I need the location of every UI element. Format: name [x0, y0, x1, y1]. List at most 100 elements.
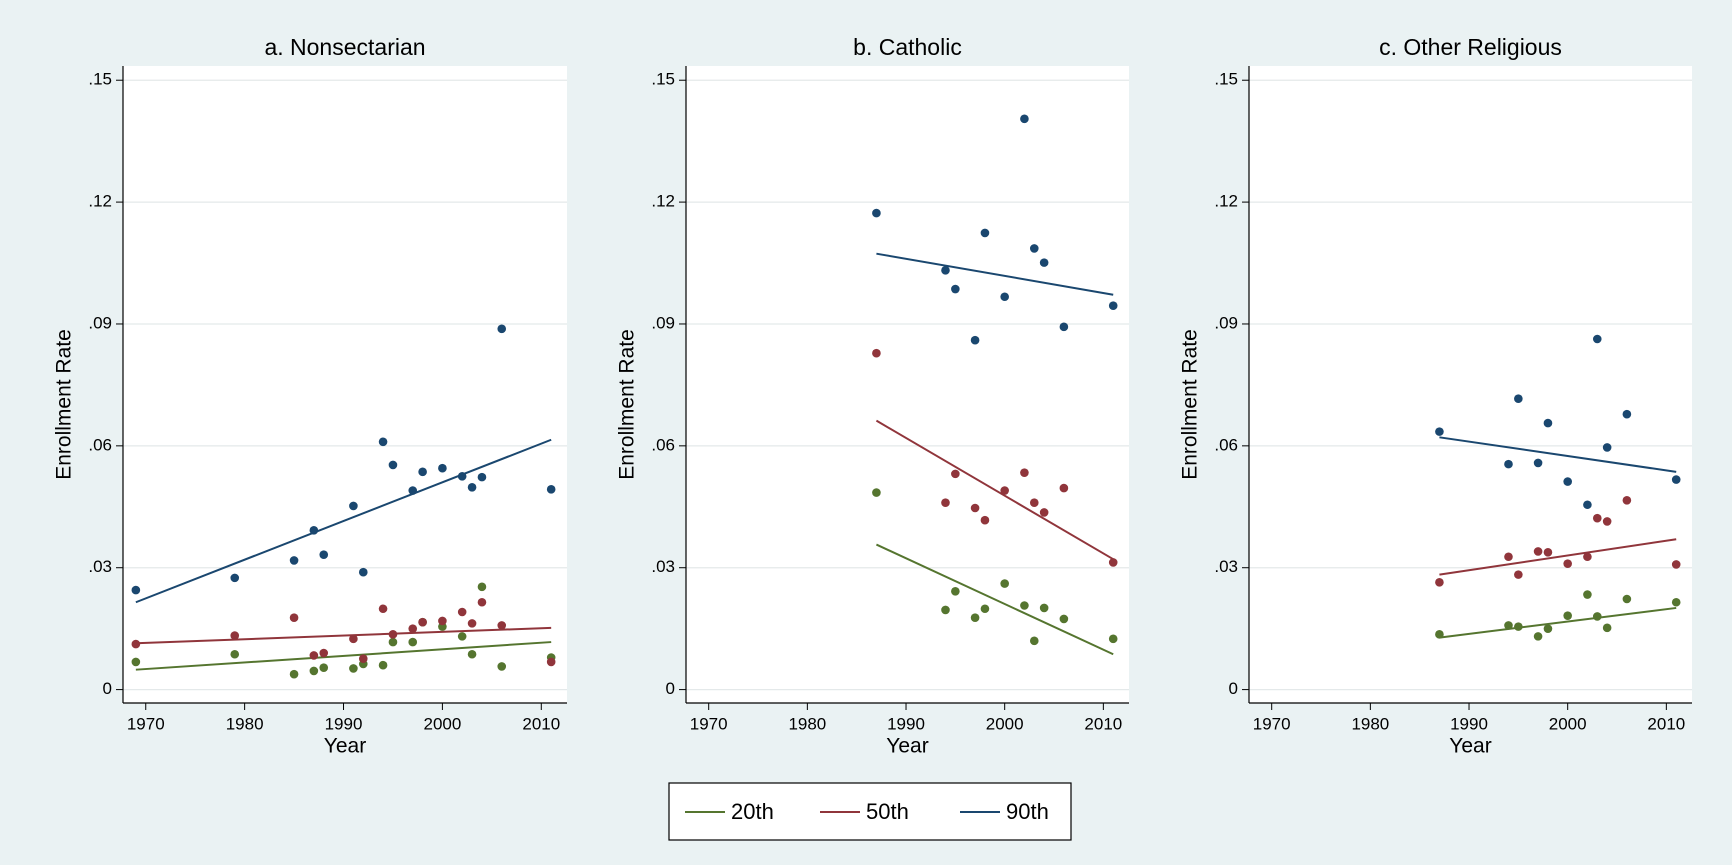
data-point — [1435, 578, 1444, 587]
y-tick-label: 0 — [1229, 679, 1238, 698]
data-point — [980, 604, 990, 614]
legend-box — [668, 782, 1072, 841]
data-point — [546, 657, 556, 667]
data-point — [477, 597, 487, 607]
legend-label: 90th — [1006, 799, 1049, 824]
data-point — [378, 660, 388, 670]
data-point — [1543, 547, 1553, 557]
data-point — [1602, 443, 1612, 452]
y-axis-title: Enrollment Rate — [616, 329, 639, 480]
data-point — [497, 621, 507, 630]
data-point — [1563, 477, 1572, 486]
data-point — [1108, 558, 1118, 567]
fit-line — [876, 252, 1114, 296]
y-tick-label: 0 — [103, 679, 112, 698]
data-point — [1514, 394, 1523, 404]
data-point — [418, 467, 427, 477]
data-point — [1108, 634, 1118, 644]
y-tick-label: 0 — [666, 679, 675, 698]
data-point — [1592, 334, 1602, 344]
data-point — [477, 472, 487, 482]
data-point — [872, 348, 881, 358]
data-point — [131, 639, 141, 649]
data-point — [941, 605, 950, 615]
y-tick-label: .09 — [651, 313, 675, 332]
data-point — [1504, 552, 1513, 562]
panel-title: c. Other Religious — [1379, 34, 1562, 60]
data-point — [1000, 579, 1009, 588]
data-point — [1039, 508, 1049, 517]
panel-title: a. Nonsectarian — [264, 34, 425, 60]
data-point — [477, 582, 487, 592]
data-point — [1583, 552, 1592, 562]
x-tick-label: 1970 — [127, 714, 165, 733]
data-point — [1622, 495, 1632, 505]
data-point — [1029, 636, 1039, 646]
data-point — [1592, 513, 1602, 523]
data-point — [1000, 486, 1009, 495]
data-point — [1671, 560, 1681, 569]
y-tick-label: .15 — [1214, 70, 1238, 89]
data-point — [1059, 322, 1069, 332]
x-tick-label: 1990 — [1450, 714, 1488, 733]
data-point — [467, 482, 477, 492]
data-point — [1533, 632, 1543, 641]
data-point — [497, 662, 507, 671]
fit-line — [135, 438, 552, 604]
data-point — [1039, 603, 1049, 613]
data-point — [970, 335, 980, 345]
data-point — [1504, 621, 1513, 630]
y-tick-label: .06 — [1214, 435, 1238, 454]
data-point — [349, 501, 358, 511]
data-point — [1622, 409, 1632, 419]
plot-area — [123, 66, 567, 703]
x-tick-label: 2010 — [522, 714, 560, 733]
data-point — [457, 607, 467, 617]
data-point — [309, 666, 319, 676]
data-point — [349, 634, 358, 644]
data-point — [1059, 483, 1069, 493]
data-point — [951, 284, 960, 294]
data-point — [131, 585, 141, 595]
data-point — [1583, 590, 1592, 599]
data-point — [1622, 594, 1632, 604]
data-point — [951, 469, 960, 479]
x-axis-title: Year — [1449, 735, 1491, 758]
y-axis-title: Enrollment Rate — [1179, 329, 1202, 480]
data-point — [1514, 570, 1523, 579]
data-point — [1602, 623, 1612, 633]
data-point — [1020, 468, 1029, 477]
data-point — [418, 617, 427, 627]
fit-line — [876, 543, 1114, 656]
data-point — [319, 648, 329, 658]
x-tick-label: 2000 — [986, 714, 1024, 733]
data-point — [358, 567, 368, 577]
data-point — [1020, 114, 1029, 124]
fit-line — [1439, 606, 1677, 639]
x-tick-label: 2000 — [423, 714, 461, 733]
data-point — [941, 498, 950, 508]
data-point — [497, 324, 507, 334]
data-point — [1039, 258, 1049, 267]
y-tick-label: .12 — [88, 192, 112, 211]
x-tick-label: 1980 — [1351, 714, 1389, 733]
data-point — [941, 266, 950, 275]
data-point — [309, 651, 319, 660]
fit-line — [875, 419, 1114, 561]
data-point — [1435, 427, 1444, 436]
data-point — [1029, 498, 1039, 508]
data-point — [289, 613, 299, 622]
data-point — [872, 208, 881, 218]
data-point — [1563, 559, 1572, 568]
data-point — [319, 550, 329, 560]
data-point — [1000, 292, 1009, 302]
data-point — [408, 624, 418, 633]
data-point — [349, 664, 358, 673]
data-point — [131, 657, 141, 667]
data-point — [970, 613, 980, 622]
data-point — [980, 515, 990, 525]
x-tick-label: 1990 — [887, 714, 925, 733]
y-tick-label: .03 — [1214, 557, 1238, 576]
x-tick-label: 2010 — [1647, 714, 1685, 733]
